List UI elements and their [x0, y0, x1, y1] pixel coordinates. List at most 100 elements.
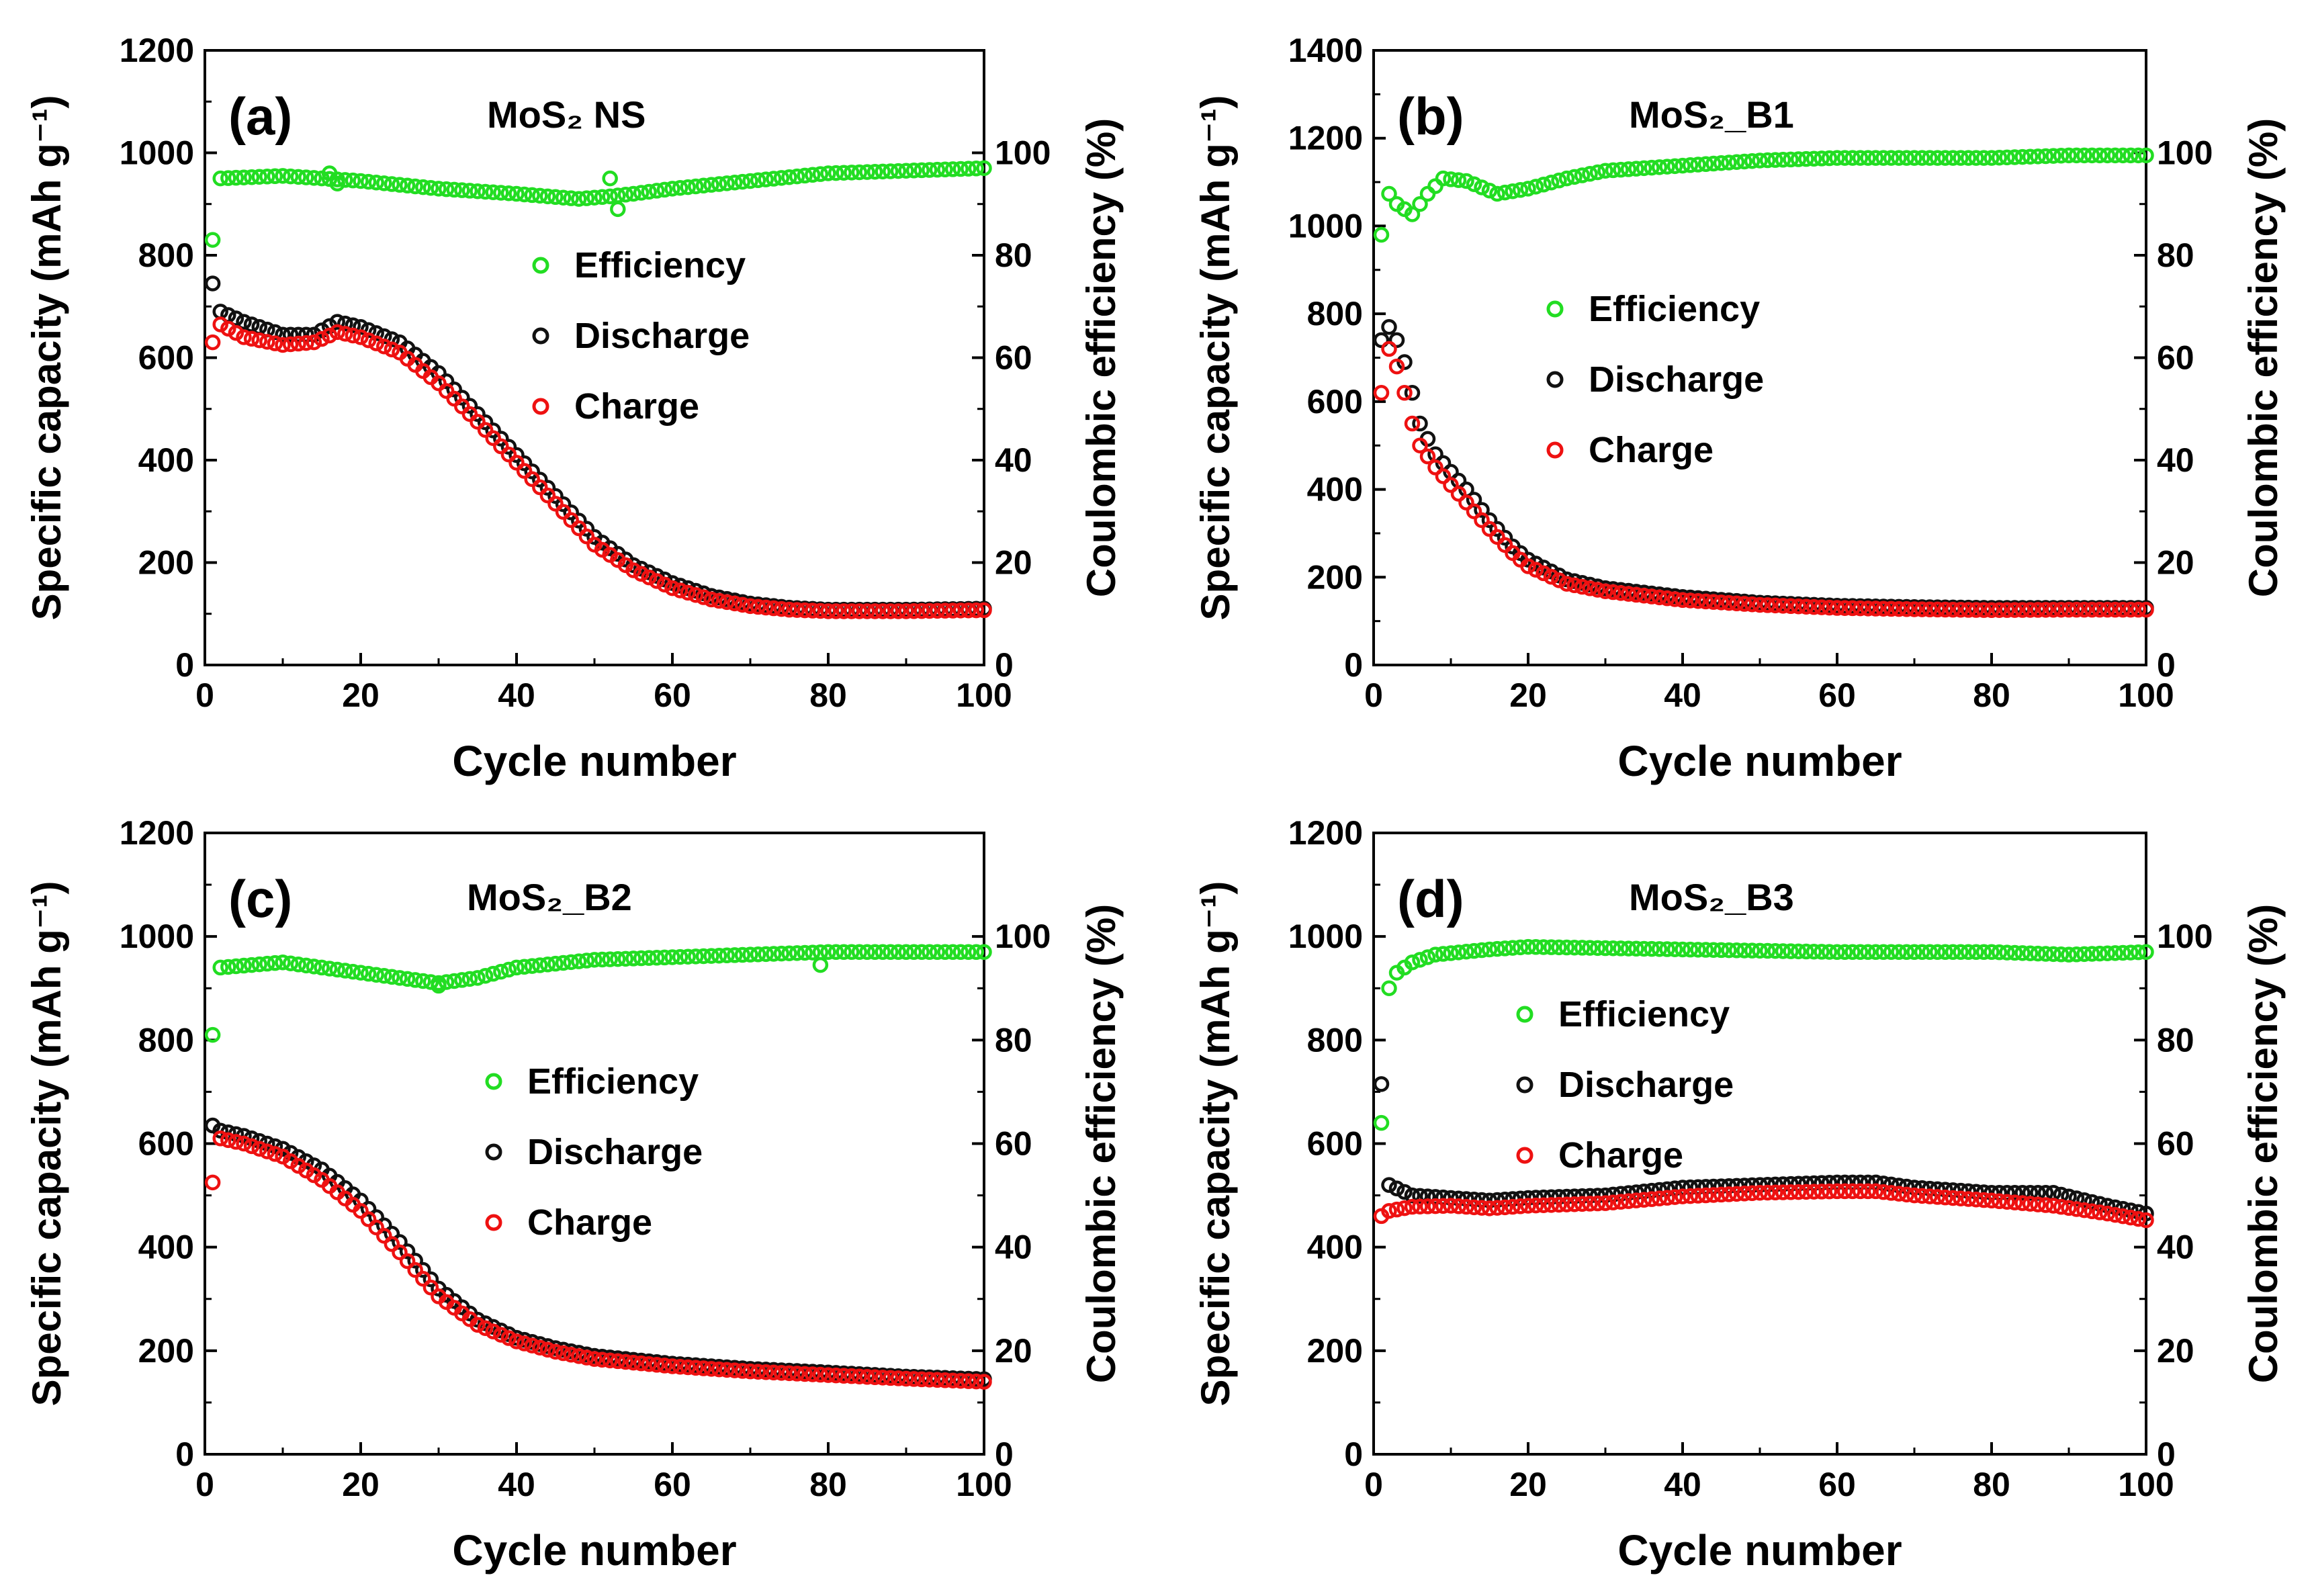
charge-point — [1852, 1183, 1869, 1200]
efficiency-point — [1644, 940, 1660, 957]
charge-point — [602, 1352, 618, 1369]
charge-point — [1767, 1184, 1783, 1201]
charge-point — [1497, 537, 1513, 553]
efficiency-point — [1682, 157, 1699, 173]
legend-marker — [485, 1073, 502, 1090]
charge-point — [594, 1351, 611, 1368]
x-axis-title: Cycle number — [1617, 737, 1902, 785]
discharge-point — [524, 463, 540, 480]
charge-point — [1435, 1198, 1452, 1214]
legend-marker — [485, 1143, 502, 1161]
charge-point — [306, 334, 322, 351]
charge-point — [976, 1374, 992, 1390]
charge-point — [1752, 596, 1768, 613]
discharge-point — [470, 406, 486, 423]
efficiency-point — [742, 946, 758, 963]
charge-point — [1697, 593, 1714, 610]
charge-point — [2053, 1198, 2070, 1215]
efficiency-point — [1736, 942, 1752, 959]
y-left-tick-label: 200 — [138, 1332, 194, 1370]
efficiency-point — [1829, 944, 1845, 961]
charge-point — [1620, 1193, 1637, 1209]
y-left-axis-title: Specific capacity (mAh g⁻¹) — [24, 95, 69, 621]
charge-point — [2130, 1210, 2147, 1227]
charge-point — [1589, 1195, 1606, 1212]
efficiency-point — [890, 163, 907, 179]
efficiency-point — [1914, 944, 1930, 961]
efficiency-point — [1435, 170, 1452, 187]
charge-point — [1659, 590, 1675, 607]
efficiency-point — [407, 178, 423, 195]
efficiency-point — [1435, 946, 1452, 962]
efficiency-point — [952, 944, 969, 961]
y-right-tick-label: 0 — [995, 1435, 1014, 1473]
charge-point — [204, 334, 221, 351]
charge-point — [251, 332, 267, 349]
charge-point — [773, 601, 790, 617]
charge-point — [1867, 1183, 1884, 1200]
charge-point — [820, 603, 836, 619]
efficiency-point — [1790, 151, 1807, 167]
efficiency-point — [766, 171, 782, 187]
efficiency-point — [1984, 944, 2000, 961]
discharge-point — [282, 1145, 299, 1161]
discharge-point — [1435, 1189, 1452, 1206]
efficiency-point — [1589, 164, 1606, 181]
charge-point — [1852, 600, 1869, 617]
charge-point — [1984, 1192, 2000, 1209]
discharge-point — [477, 414, 494, 431]
legend-label: Efficiency — [1558, 994, 1730, 1034]
discharge-point — [204, 275, 221, 292]
efficiency-point — [236, 957, 252, 974]
efficiency-point — [446, 973, 462, 989]
charge-point — [1605, 1194, 1621, 1210]
efficiency-point — [1489, 940, 1505, 957]
x-tick-label: 60 — [1818, 1466, 1856, 1503]
charge-point — [1419, 1198, 1436, 1214]
efficiency-point — [470, 970, 486, 986]
charge-point — [2030, 602, 2046, 618]
x-tick-label: 40 — [498, 676, 535, 714]
efficiency-point — [2068, 147, 2085, 164]
charge-point — [493, 438, 509, 455]
charge-point — [883, 1370, 899, 1386]
efficiency-point — [610, 201, 626, 218]
efficiency-point — [1798, 150, 1814, 167]
x-tick-label: 100 — [2118, 1466, 2174, 1503]
charge-point — [773, 1365, 790, 1381]
efficiency-point — [1628, 161, 1644, 177]
efficiency-point — [243, 169, 260, 185]
discharge-point — [353, 1192, 369, 1209]
efficiency-point — [454, 972, 470, 988]
charge-point — [1836, 1183, 1853, 1200]
efficiency-point — [1705, 942, 1722, 958]
legend-marker — [532, 327, 549, 345]
efficiency-point — [1945, 150, 1961, 166]
charge-point — [1814, 1184, 1830, 1200]
charge-point — [2068, 1201, 2085, 1217]
efficiency-point — [797, 167, 813, 184]
efficiency-point — [727, 947, 743, 963]
efficiency-point — [1636, 160, 1652, 177]
charge-point — [1497, 1199, 1513, 1216]
discharge-point — [649, 568, 665, 584]
efficiency-point — [1605, 162, 1621, 179]
discharge-point — [1697, 1179, 1714, 1195]
charge-point — [2092, 601, 2108, 618]
efficiency-point — [1728, 942, 1745, 959]
legend-marker — [1516, 1147, 1533, 1164]
charge-point — [703, 1361, 719, 1377]
charge-point — [641, 569, 657, 586]
charge-point — [641, 1356, 657, 1372]
charge-point — [376, 338, 392, 355]
efficiency-point — [851, 164, 868, 181]
x-tick-label: 100 — [956, 676, 1012, 714]
charge-point — [1682, 592, 1699, 609]
efficiency-point — [586, 952, 603, 968]
charge-point — [555, 504, 572, 520]
efficiency-point — [345, 963, 361, 980]
charge-point — [1589, 582, 1606, 598]
charge-point — [2099, 1205, 2116, 1222]
charge-point — [1991, 602, 2008, 618]
efficiency-point — [431, 977, 447, 994]
